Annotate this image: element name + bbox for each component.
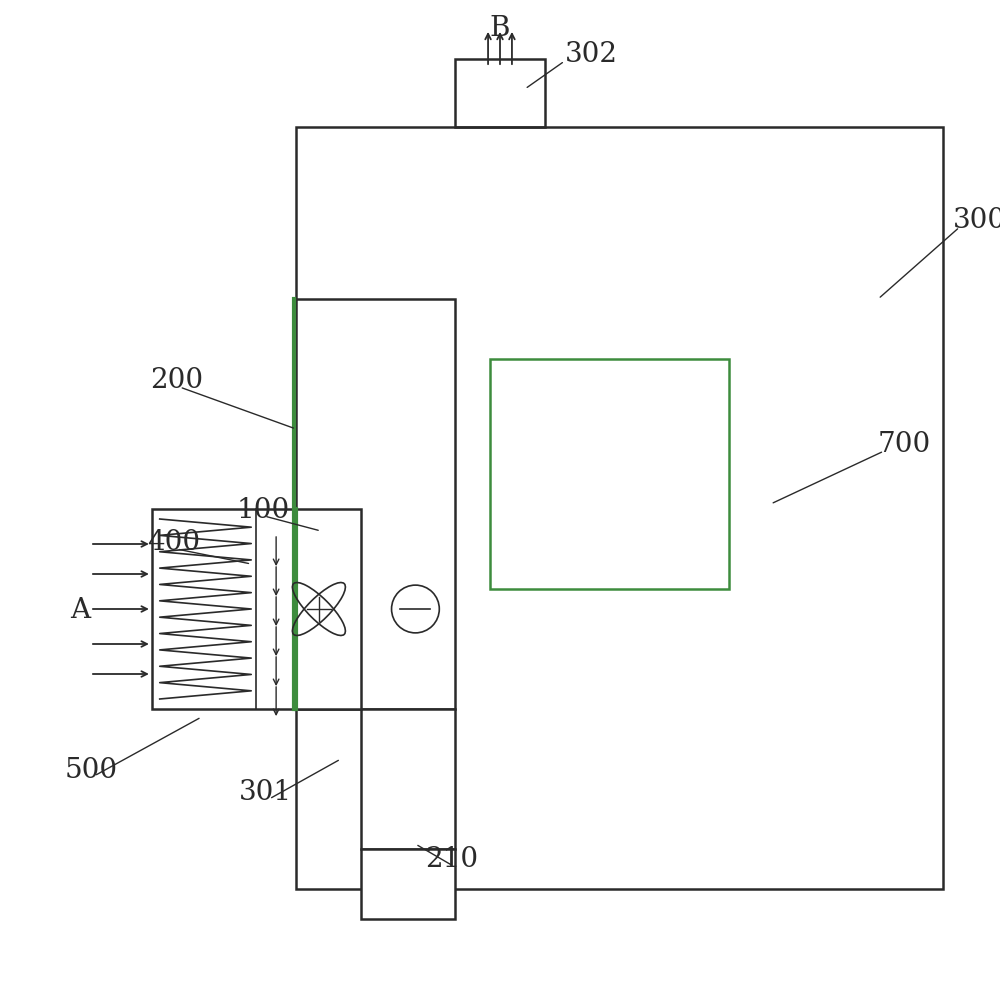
Bar xyxy=(296,300,455,710)
Text: A: A xyxy=(70,595,90,623)
Text: 500: 500 xyxy=(64,755,117,782)
Text: 400: 400 xyxy=(147,529,200,556)
Text: 200: 200 xyxy=(150,366,203,393)
Bar xyxy=(361,849,455,919)
Bar xyxy=(152,510,361,710)
Bar xyxy=(296,128,943,889)
Text: 301: 301 xyxy=(239,778,292,806)
Bar xyxy=(361,710,455,849)
Text: 700: 700 xyxy=(878,431,931,458)
Bar xyxy=(455,60,545,128)
Text: 210: 210 xyxy=(425,846,478,873)
Text: B: B xyxy=(490,15,510,42)
Text: 300: 300 xyxy=(953,207,1000,234)
Text: 302: 302 xyxy=(565,42,618,69)
Text: 100: 100 xyxy=(236,496,290,523)
Circle shape xyxy=(392,585,439,633)
Bar xyxy=(490,360,729,589)
